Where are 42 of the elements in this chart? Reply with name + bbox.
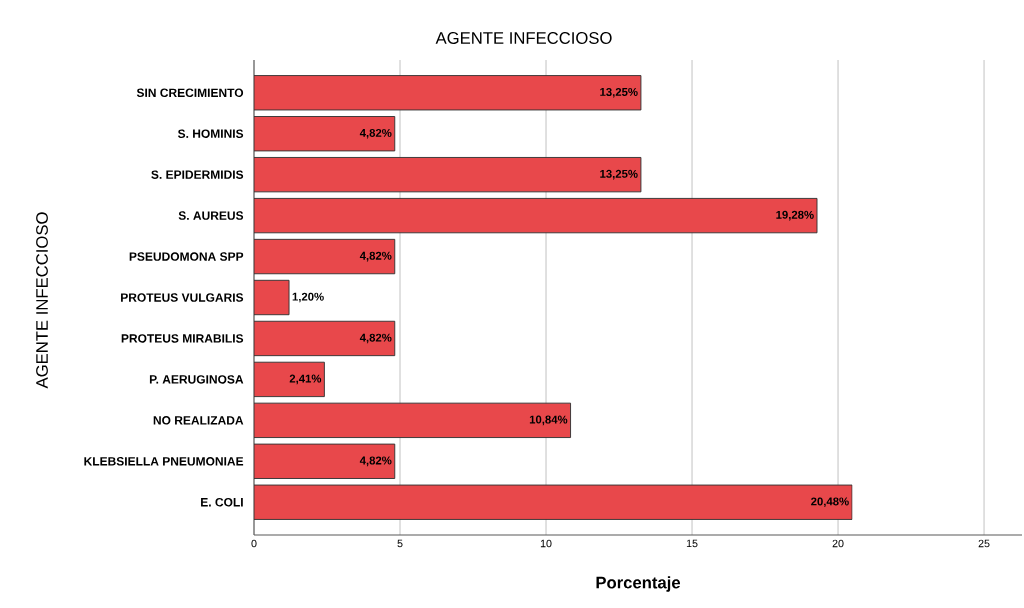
y-axis-title: AGENTE INFECCIOSO	[36, 212, 48, 389]
bar	[254, 238, 396, 275]
data-label: 20,48%	[811, 497, 849, 508]
data-label: 1,20%	[292, 292, 324, 303]
bar	[254, 320, 396, 357]
y-tick-label: S. HOMINIS	[177, 129, 244, 138]
data-label: 4,82%	[359, 456, 392, 467]
y-tick-label: S. AUREUS	[178, 211, 244, 220]
bar	[254, 402, 572, 439]
y-tick-label: E. COLI	[201, 497, 243, 507]
chart-title: AGENTE INFECCIOSO	[435, 32, 612, 44]
x-tick-label: 20	[832, 539, 844, 548]
bar	[254, 279, 290, 316]
data-label: 2,41%	[289, 374, 322, 385]
data-label: 13,25%	[600, 169, 638, 180]
data-label: 19,28%	[776, 210, 814, 221]
data-label: 4,82%	[359, 333, 392, 344]
y-tick-label: KLEBSIELLA PNEUMONIAE	[84, 457, 244, 466]
y-tick-label: PROTEUS VULGARIS	[121, 293, 244, 302]
bar	[254, 443, 396, 479]
bar	[254, 361, 325, 398]
bar	[254, 197, 818, 234]
bar	[254, 116, 396, 152]
x-tick-label: 25	[978, 539, 990, 548]
y-tick-label: P. AERUGINOSA	[149, 375, 244, 384]
y-tick-label: PROTEUS MIRABILIS	[121, 334, 244, 343]
x-tick-label: 0	[251, 539, 257, 548]
y-tick-label: SIN CRECIMIENTO	[136, 88, 244, 98]
data-label: 4,82%	[359, 128, 392, 139]
data-label: 13,25%	[600, 87, 638, 98]
data-label: 4,82%	[359, 251, 392, 262]
y-tick-label: S. EPIDERMIDIS	[151, 170, 244, 179]
y-tick-label: NO REALIZADA	[153, 416, 244, 425]
bar	[254, 484, 853, 520]
x-tick-label: 5	[397, 539, 403, 548]
x-tick-label: 10	[540, 539, 552, 548]
bar	[254, 75, 642, 111]
data-label: 10,84%	[529, 415, 568, 426]
bar	[254, 156, 642, 193]
y-tick-label: PSEUDOMONA SPP	[129, 252, 244, 261]
x-axis-title: Porcentaje	[596, 576, 681, 592]
x-tick-label: 15	[686, 539, 698, 548]
